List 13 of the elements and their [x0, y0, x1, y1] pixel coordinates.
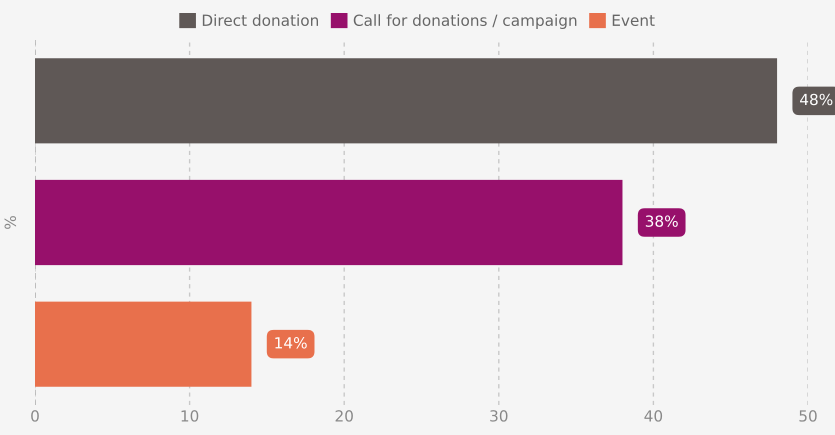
legend-label: Event [612, 14, 655, 26]
data-label: 14% [275, 337, 307, 349]
y-axis-title: % [4, 216, 16, 229]
x-tick-label: 40 [644, 410, 662, 422]
data-label: 38% [646, 215, 678, 227]
data-label: 48% [800, 94, 832, 106]
x-tick-label: 50 [799, 410, 817, 422]
x-tick-label: 20 [336, 410, 353, 422]
x-tick-label: 0 [31, 410, 39, 422]
x-tick-label: 30 [490, 410, 508, 422]
legend-label: Direct donation [202, 14, 318, 26]
legend-label: Call for donations / campaign [354, 14, 576, 29]
x-tick-label: 10 [182, 410, 198, 422]
